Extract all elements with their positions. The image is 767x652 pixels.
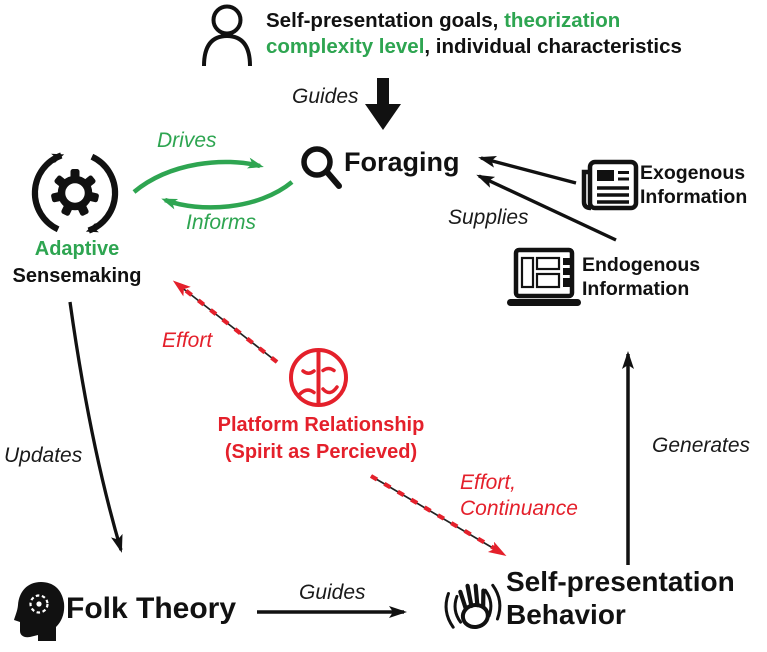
antecedents-line1-green: theorization — [504, 9, 621, 32]
self-presentation-line1: Self-presentation — [506, 566, 735, 597]
antecedents-line1: Self-presentation goals, theorization — [266, 8, 682, 34]
effort-continuance-label: Effort, Continuance — [460, 470, 578, 522]
head-gear-icon — [14, 582, 65, 641]
endogenous-node-label: Endogenous Information — [582, 253, 700, 301]
mood-mask-icon — [289, 348, 348, 407]
gear-cycle-icon — [31, 152, 119, 234]
guides-down-arrow — [365, 78, 401, 130]
sensemaking-node-label: Adaptive Sensemaking — [0, 236, 154, 290]
platform-line1: Platform Relationship — [217, 414, 425, 436]
exogenous-line2: Information — [640, 186, 748, 208]
exogenous-supplies-arrow — [478, 156, 577, 185]
antecedents-line2: complexity level, individual characteris… — [266, 34, 682, 60]
effort-arrow — [172, 280, 279, 364]
sensemaking-label-adaptive: Adaptive — [34, 238, 120, 260]
platform-line2: (Spirit as Percieved) — [224, 441, 418, 463]
self-presentation-node-label: Self-presentation Behavior — [506, 565, 735, 631]
search-icon — [301, 146, 342, 189]
guides-bottom-label: Guides — [299, 581, 366, 604]
updates-arrow — [68, 301, 123, 553]
endogenous-line2: Information — [582, 278, 690, 300]
antecedents-text: Self-presentation goals, theorization co… — [266, 8, 682, 60]
platform-node-label: Platform Relationship (Spirit as Perciev… — [196, 412, 446, 466]
antecedents-line2-green: complexity level — [266, 35, 425, 58]
person-icon — [202, 4, 252, 67]
drives-label: Drives — [157, 129, 217, 152]
generates-label: Generates — [652, 434, 751, 457]
effort-label: Effort — [162, 329, 213, 352]
antecedents-line2-black: , individual characteristics — [424, 35, 682, 58]
drives-arrow — [132, 157, 264, 194]
effort-continuance-arrow — [369, 474, 507, 557]
exogenous-line1: Exogenous — [640, 162, 746, 184]
antecedents-line1-black: Self-presentation goals, — [266, 9, 499, 32]
endogenous-line1: Endogenous — [582, 254, 701, 276]
effort-continuance-line2: Continuance — [460, 497, 578, 520]
updates-label: Updates — [4, 444, 83, 467]
informs-label: Informs — [186, 211, 257, 234]
foraging-node-label: Foraging — [344, 147, 460, 177]
sensemaking-label-text: Sensemaking — [12, 265, 142, 287]
folk-theory-node-label: Folk Theory — [66, 592, 237, 625]
informs-arrow — [161, 180, 294, 210]
effort-continuance-line1: Effort, — [460, 471, 517, 494]
newspaper-icon — [581, 159, 639, 211]
self-presentation-line2: Behavior — [506, 599, 626, 630]
laptop-icon — [507, 247, 581, 306]
supplies-label: Supplies — [448, 206, 529, 229]
endogenous-supplies-arrow — [476, 174, 617, 242]
waving-hand-icon — [444, 583, 502, 630]
guides-top-label: Guides — [292, 85, 359, 108]
exogenous-node-label: Exogenous Information — [640, 161, 747, 209]
